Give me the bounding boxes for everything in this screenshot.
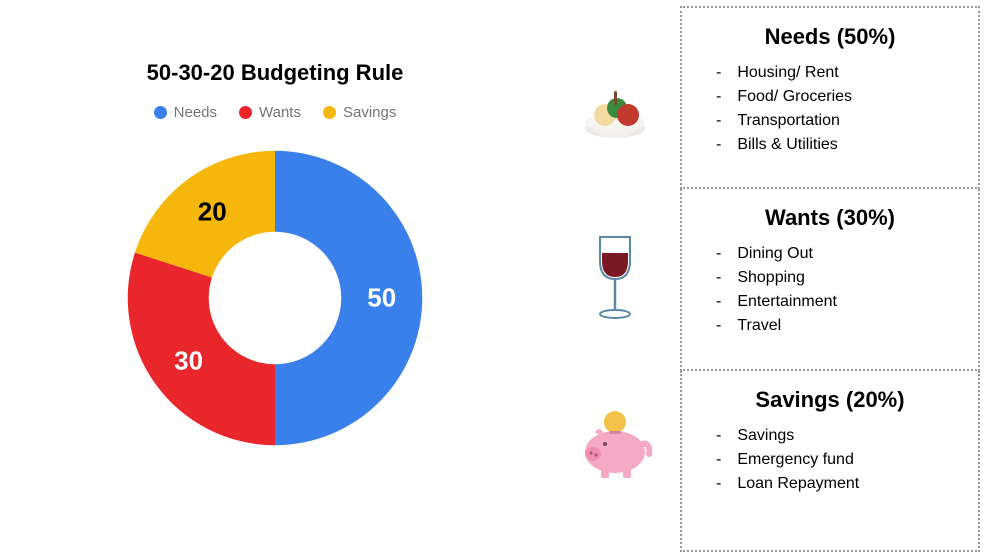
legend-item-wants: Wants xyxy=(239,104,301,121)
legend-item-savings: Savings xyxy=(323,104,396,121)
section-title-wants: Wants (30%) xyxy=(702,205,958,231)
list-item: Dining Out xyxy=(716,245,958,263)
legend-label-wants: Wants xyxy=(259,104,301,121)
legend-label-needs: Needs xyxy=(174,104,217,121)
legend-dot-needs xyxy=(154,106,167,119)
legend-label-savings: Savings xyxy=(343,104,396,121)
list-item: Emergency fund xyxy=(716,451,958,469)
food-bowl-icon xyxy=(575,30,655,196)
section-needs: Needs (50%) Housing/ Rent Food/ Grocerie… xyxy=(680,6,980,189)
wine-glass-icon xyxy=(585,196,645,362)
section-title-needs: Needs (50%) xyxy=(702,24,958,50)
list-item: Loan Repayment xyxy=(716,475,958,493)
infographic-container: 50-30-20 Budgeting Rule Needs Wants Savi… xyxy=(0,0,988,558)
list-item: Food/ Groceries xyxy=(716,88,958,106)
list-item: Entertainment xyxy=(716,293,958,311)
list-item: Bills & Utilities xyxy=(716,136,958,154)
section-list-savings: Savings Emergency fund Loan Repayment xyxy=(702,427,958,493)
icons-column xyxy=(550,0,680,558)
section-wants: Wants (30%) Dining Out Shopping Entertai… xyxy=(680,189,980,370)
list-item: Housing/ Rent xyxy=(716,64,958,82)
description-column: Needs (50%) Housing/ Rent Food/ Grocerie… xyxy=(680,6,980,552)
list-item: Transportation xyxy=(716,112,958,130)
piggy-bank-icon xyxy=(573,362,658,528)
list-item: Travel xyxy=(716,317,958,335)
list-item: Shopping xyxy=(716,269,958,287)
chart-legend: Needs Wants Savings xyxy=(154,104,397,121)
list-item: Savings xyxy=(716,427,958,445)
legend-item-needs: Needs xyxy=(154,104,217,121)
slice-label-savings: 20 xyxy=(198,196,227,227)
chart-title: 50-30-20 Budgeting Rule xyxy=(147,60,404,86)
donut-slice-needs xyxy=(275,151,422,446)
legend-dot-wants xyxy=(239,106,252,119)
slice-label-wants: 30 xyxy=(174,345,203,376)
section-list-needs: Housing/ Rent Food/ Groceries Transporta… xyxy=(702,64,958,154)
chart-section: 50-30-20 Budgeting Rule Needs Wants Savi… xyxy=(0,0,550,558)
section-savings: Savings (20%) Savings Emergency fund Loa… xyxy=(680,371,980,552)
legend-dot-savings xyxy=(323,106,336,119)
section-list-wants: Dining Out Shopping Entertainment Travel xyxy=(702,245,958,335)
slice-label-needs: 50 xyxy=(367,283,396,314)
donut-chart: 50 30 20 xyxy=(120,143,430,453)
section-title-savings: Savings (20%) xyxy=(702,387,958,413)
